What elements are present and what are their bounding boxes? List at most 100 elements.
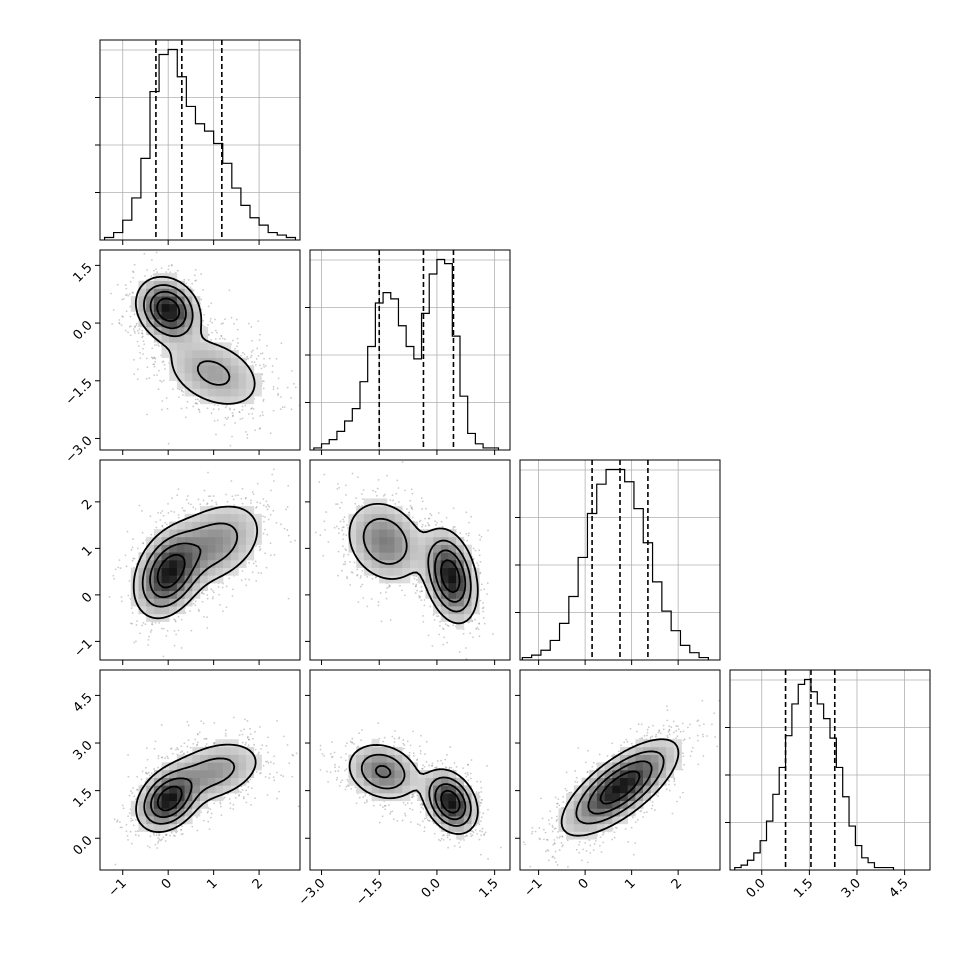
sample-point (424, 525, 427, 527)
sample-point (157, 342, 160, 345)
density-cell (356, 529, 365, 538)
sample-point (210, 302, 213, 305)
sample-point (150, 275, 153, 277)
density-cell (627, 762, 636, 771)
density-cell (371, 506, 380, 515)
density-cell (230, 777, 239, 786)
sample-point (196, 732, 199, 735)
sample-point (264, 364, 267, 367)
sample-point (152, 363, 155, 366)
density-cell (379, 536, 388, 545)
sample-point (333, 526, 336, 529)
sample-point (258, 338, 261, 341)
sample-point (427, 523, 430, 526)
sample-point (363, 801, 366, 804)
sample-point (196, 398, 199, 401)
density-cell (566, 816, 575, 825)
sample-point (420, 497, 423, 499)
sample-point (232, 716, 235, 719)
sample-point (382, 806, 384, 809)
density-cell (169, 373, 178, 382)
panel-frame (519, 459, 721, 661)
density-cell (246, 506, 255, 515)
sample-point (481, 583, 483, 586)
sample-point (444, 758, 447, 761)
sample-point (224, 318, 226, 321)
sample-point (201, 324, 204, 327)
sample-point (124, 294, 127, 297)
density-cell (169, 800, 178, 809)
sample-point (344, 745, 347, 747)
density-cell (448, 544, 457, 553)
density-cell (604, 816, 613, 825)
contour-line (149, 290, 187, 330)
sample-point (701, 699, 704, 702)
density-cell (386, 506, 395, 515)
density-cell (161, 529, 170, 538)
density-cell (192, 350, 201, 358)
density-cell (223, 770, 232, 778)
density-cell (440, 793, 449, 802)
sample-point (165, 523, 168, 526)
density-cell (176, 560, 185, 568)
sample-point (427, 634, 430, 637)
sample-point (226, 418, 228, 421)
density-cell (207, 396, 216, 405)
sample-point (133, 325, 136, 328)
density-cell (348, 521, 357, 530)
density-cell (169, 280, 178, 289)
density-cell (223, 529, 232, 538)
sample-point (145, 771, 147, 774)
density-cell (153, 793, 162, 802)
contour-line (360, 753, 472, 827)
density-cell (402, 567, 411, 576)
sample-point (174, 620, 177, 623)
sample-point (333, 751, 336, 754)
density-cell (130, 598, 139, 607)
sample-point (420, 599, 423, 602)
sample-point (129, 325, 132, 327)
sample-point (666, 719, 669, 722)
sample-point (277, 394, 279, 397)
sample-point (682, 739, 685, 742)
sample-point (156, 847, 159, 849)
sample-point (351, 741, 354, 744)
contour-line (440, 789, 461, 814)
density-cell (433, 808, 442, 817)
sample-point (177, 629, 180, 632)
sample-point (139, 632, 141, 635)
sample-point (192, 289, 195, 292)
density-cell (200, 388, 208, 397)
sample-point (220, 323, 223, 325)
sample-point (658, 729, 661, 732)
sample-point (586, 861, 589, 864)
sample-point (173, 630, 176, 632)
density-cell (238, 754, 247, 763)
density-cell (184, 785, 193, 794)
sample-point (551, 856, 554, 859)
sample-point (165, 833, 168, 836)
sample-point (191, 282, 194, 285)
density-cell (643, 762, 652, 771)
density-cell (410, 560, 418, 568)
sample-point (157, 388, 160, 391)
sample-point (169, 271, 172, 274)
density-cell (230, 388, 239, 397)
sample-point (259, 772, 262, 774)
histogram-2 (521, 468, 709, 660)
sample-point (127, 815, 130, 818)
sample-point (135, 322, 138, 325)
sample-point (265, 566, 268, 569)
sample-point (531, 830, 534, 833)
sample-point (209, 495, 212, 498)
sample-point (266, 508, 269, 511)
density-cell (169, 326, 178, 335)
sample-point (469, 832, 472, 835)
sample-point (283, 406, 286, 408)
hist-panel-3: 0.0 1.5 3.0 4.5 (725, 669, 931, 901)
density-cell (410, 777, 418, 786)
y-tick-label: 0 (79, 590, 95, 606)
sample-point (358, 504, 360, 507)
density-cell (230, 529, 239, 538)
sample-point (113, 818, 116, 821)
